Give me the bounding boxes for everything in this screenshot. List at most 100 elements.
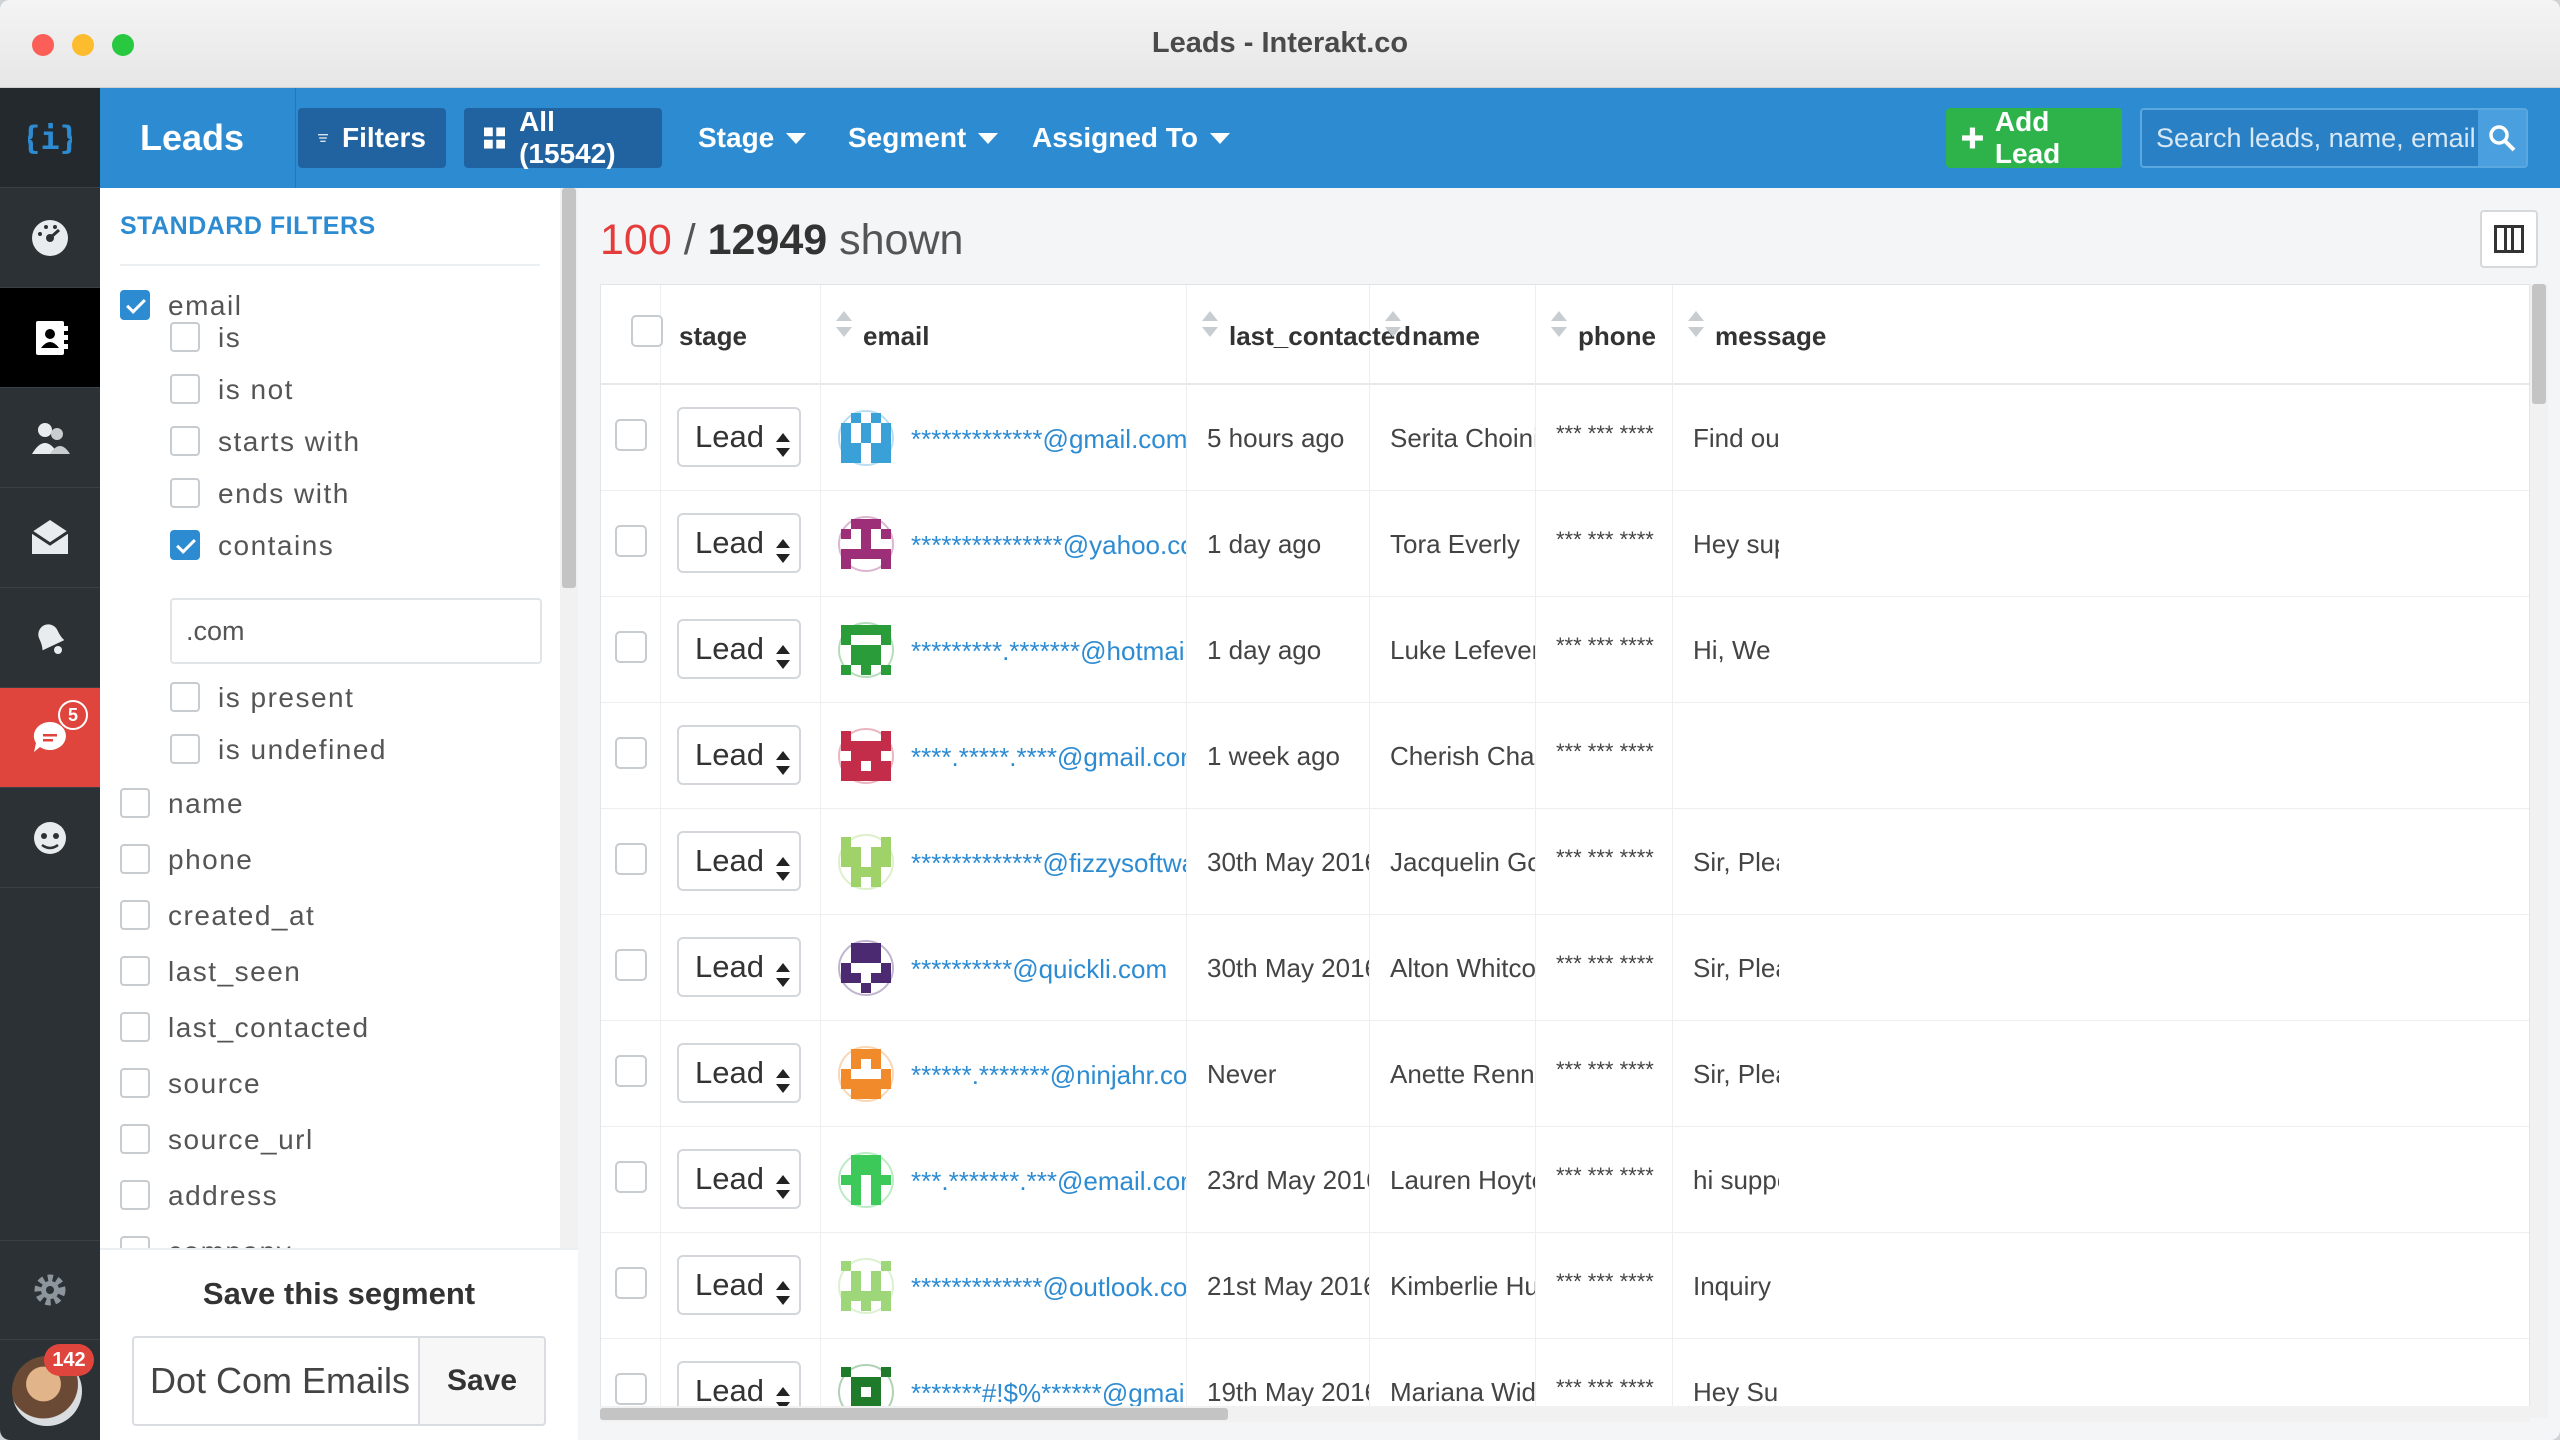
filter-email-option-checkbox[interactable] bbox=[170, 322, 200, 352]
rail-email[interactable] bbox=[0, 488, 100, 588]
row-checkbox[interactable] bbox=[615, 525, 647, 557]
stage-select[interactable]: Lead bbox=[677, 725, 801, 785]
rail-users[interactable] bbox=[0, 388, 100, 488]
table-row[interactable]: Lead *******#!$%******@gmail.com 19th May … bbox=[601, 1339, 2529, 1417]
search-button[interactable] bbox=[2478, 110, 2526, 166]
email-link[interactable]: **********@quickli.com bbox=[911, 954, 1167, 985]
rail-contacts[interactable] bbox=[0, 288, 100, 388]
filter-field-checkbox[interactable] bbox=[120, 900, 150, 930]
row-checkbox[interactable] bbox=[615, 1267, 647, 1299]
all-leads-button[interactable]: All (15542) bbox=[464, 106, 662, 169]
email-link[interactable]: *************@fizzysoftware.com bbox=[911, 848, 1186, 879]
filter-field-checkbox[interactable] bbox=[120, 1180, 150, 1210]
add-lead-button[interactable]: Add Lead bbox=[1946, 106, 2122, 169]
rail-settings[interactable] bbox=[0, 1240, 100, 1340]
stage-select[interactable]: Lead bbox=[677, 1043, 801, 1103]
phone-text: *** *** **** bbox=[1556, 845, 1654, 870]
select-all-checkbox[interactable] bbox=[631, 315, 663, 347]
assigned-to-dropdown[interactable]: Assigned To bbox=[1032, 108, 1230, 168]
rail-profile[interactable]: 142 bbox=[0, 1340, 100, 1440]
app-logo[interactable]: {i} bbox=[0, 88, 100, 188]
table-row[interactable]: Lead ****.*****.****@gmail.com 1 week ago C… bbox=[601, 703, 2529, 809]
stage-select[interactable]: Lead bbox=[677, 1149, 801, 1209]
stage-select[interactable]: Lead bbox=[677, 1255, 801, 1315]
filter-email-option-checkbox[interactable] bbox=[170, 682, 200, 712]
rail-support[interactable] bbox=[0, 788, 100, 888]
table-horizontal-scrollbar-thumb[interactable] bbox=[600, 1408, 1228, 1420]
stage-dropdown[interactable]: Stage bbox=[698, 108, 807, 168]
row-checkbox[interactable] bbox=[615, 631, 647, 663]
table-row[interactable]: Lead *********.*******@hotmail.com 1 day a… bbox=[601, 597, 2529, 703]
filter-email-option-checkbox[interactable] bbox=[170, 374, 200, 404]
filter-email-option-checkbox[interactable] bbox=[170, 478, 200, 508]
stage-select[interactable]: Lead bbox=[677, 619, 801, 679]
email-link[interactable]: *************@outlook.com bbox=[911, 1272, 1186, 1303]
columns-button[interactable] bbox=[2480, 210, 2538, 268]
column-header-email[interactable]: email bbox=[821, 285, 1187, 385]
search-input[interactable] bbox=[2142, 110, 2482, 166]
segment-name-input[interactable]: Dot Com Emails bbox=[132, 1336, 418, 1426]
column-header-name[interactable]: name bbox=[1370, 285, 1536, 385]
column-header-last-contacted[interactable]: last_contacted bbox=[1187, 285, 1411, 385]
filters-button[interactable]: Filters bbox=[298, 108, 446, 168]
row-checkbox[interactable] bbox=[615, 419, 647, 451]
sort-arrows-icon[interactable] bbox=[1550, 309, 1568, 339]
filter-field-checkbox[interactable] bbox=[120, 1012, 150, 1042]
rail-notifications[interactable] bbox=[0, 588, 100, 688]
sort-arrows-icon[interactable] bbox=[1687, 309, 1705, 339]
filter-field-checkbox[interactable] bbox=[120, 844, 150, 874]
maximize-window-button[interactable] bbox=[112, 34, 134, 56]
table-row[interactable]: Lead *************@gmail.com 5 hours ago Se… bbox=[601, 385, 2529, 491]
sort-arrows-icon[interactable] bbox=[1201, 309, 1219, 339]
filter-field-checkbox[interactable] bbox=[120, 1068, 150, 1098]
filter-email-option-checkbox[interactable] bbox=[170, 734, 200, 764]
table-vertical-scrollbar-thumb[interactable] bbox=[2532, 284, 2546, 404]
row-checkbox[interactable] bbox=[615, 1373, 647, 1405]
rail-dashboard[interactable] bbox=[0, 188, 100, 288]
contains-value-input[interactable]: .com bbox=[170, 598, 542, 664]
row-checkbox[interactable] bbox=[615, 737, 647, 769]
stage-select[interactable]: Lead bbox=[677, 831, 801, 891]
table-row[interactable]: Lead ***************@yahoo.com 1 day ago To… bbox=[601, 491, 2529, 597]
row-checkbox[interactable] bbox=[615, 1161, 647, 1193]
table-row[interactable]: Lead *************@fizzysoftware.com 30th … bbox=[601, 809, 2529, 915]
filters-scrollbar-thumb[interactable] bbox=[562, 188, 576, 588]
stage-select[interactable]: Lead bbox=[677, 407, 801, 467]
table-row[interactable]: Lead ******.*******@ninjahr.com Never Anett… bbox=[601, 1021, 2529, 1127]
minimize-window-button[interactable] bbox=[72, 34, 94, 56]
filter-field-checkbox[interactable] bbox=[120, 1124, 150, 1154]
filters-scrollbar[interactable] bbox=[560, 188, 578, 1248]
rail-chat[interactable]: 5 bbox=[0, 688, 100, 788]
filter-field-checkbox[interactable] bbox=[120, 788, 150, 818]
filter-email-option-checkbox[interactable] bbox=[170, 530, 200, 560]
filter-field-checkbox[interactable] bbox=[120, 956, 150, 986]
email-link[interactable]: *******#!$%******@gmail.com bbox=[911, 1378, 1186, 1409]
header-select-all-cell bbox=[601, 285, 663, 385]
stage-select[interactable]: Lead bbox=[677, 513, 801, 573]
email-link[interactable]: *************@gmail.com bbox=[911, 424, 1186, 455]
column-header-phone[interactable]: phone bbox=[1536, 285, 1673, 385]
row-checkbox[interactable] bbox=[615, 843, 647, 875]
row-checkbox[interactable] bbox=[615, 949, 647, 981]
stage-select[interactable]: Lead bbox=[677, 937, 801, 997]
segment-dropdown[interactable]: Segment bbox=[848, 108, 999, 168]
email-link[interactable]: *********.*******@hotmail.com bbox=[911, 636, 1186, 667]
row-checkbox[interactable] bbox=[615, 1055, 647, 1087]
filter-email-option-checkbox[interactable] bbox=[170, 426, 200, 456]
email-link[interactable]: ******.*******@ninjahr.com bbox=[911, 1060, 1186, 1091]
table-row[interactable]: Lead ***.*******.***@email.com 23rd May 20… bbox=[601, 1127, 2529, 1233]
column-header-stage[interactable]: stage bbox=[661, 285, 821, 385]
email-link[interactable]: ***.*******.***@email.com bbox=[911, 1166, 1186, 1197]
table-row[interactable]: Lead *************@outlook.com 21st May 20… bbox=[601, 1233, 2529, 1339]
sort-arrows-icon[interactable] bbox=[835, 309, 853, 339]
email-link[interactable]: ****.*****.****@gmail.com bbox=[911, 742, 1186, 773]
column-header-message[interactable]: message bbox=[1673, 285, 2529, 385]
save-segment-button[interactable]: Save bbox=[418, 1336, 546, 1426]
table-horizontal-scrollbar[interactable] bbox=[600, 1406, 2530, 1422]
table-row[interactable]: Lead **********@quickli.com 30th May 2016 A… bbox=[601, 915, 2529, 1021]
table-vertical-scrollbar[interactable] bbox=[2530, 284, 2548, 1418]
filter-email-checkbox[interactable] bbox=[120, 290, 150, 320]
sort-arrows-icon[interactable] bbox=[1384, 309, 1402, 339]
close-window-button[interactable] bbox=[32, 34, 54, 56]
email-link[interactable]: ***************@yahoo.com bbox=[911, 530, 1186, 561]
